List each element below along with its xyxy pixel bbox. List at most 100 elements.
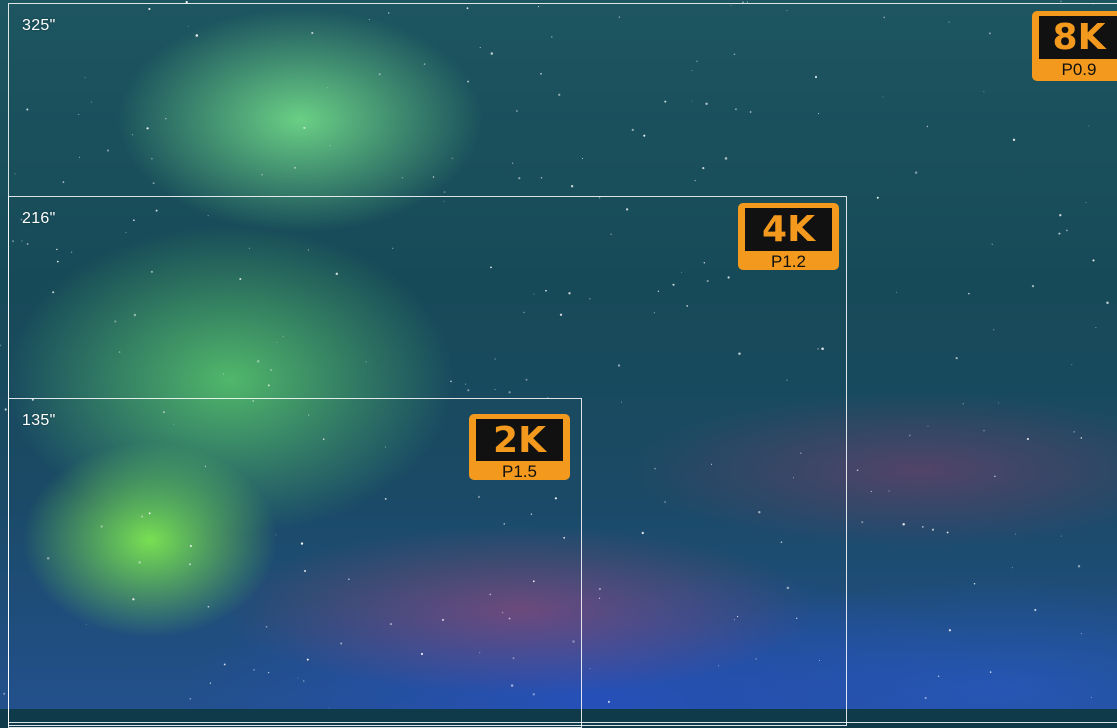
star — [267, 671, 270, 674]
star — [570, 185, 574, 188]
star — [1015, 533, 1017, 535]
star — [664, 501, 667, 503]
screen-size-label-4k: 216" — [22, 210, 56, 227]
star — [686, 305, 689, 307]
star — [598, 197, 601, 199]
star — [664, 100, 667, 103]
star — [300, 542, 304, 545]
screen-outline-2k: 135" 2K P1.5 — [8, 398, 582, 728]
star — [793, 477, 795, 479]
star — [46, 557, 50, 560]
screen-size-label-2k: 135" — [22, 412, 56, 429]
star — [106, 149, 110, 152]
resolution-badge-4k: 4K P1.2 — [738, 203, 839, 270]
star — [883, 16, 886, 19]
star — [303, 569, 307, 573]
star — [610, 233, 612, 235]
star — [3, 692, 6, 695]
star — [365, 361, 367, 363]
star — [510, 684, 514, 687]
star — [467, 389, 470, 392]
star — [814, 75, 818, 79]
star — [389, 623, 393, 626]
star — [490, 266, 492, 269]
star — [501, 611, 504, 614]
star — [533, 293, 535, 295]
star — [307, 249, 310, 251]
star — [989, 671, 992, 673]
star — [1012, 138, 1016, 142]
star — [155, 209, 158, 212]
resolution-text-4k: 4K — [745, 208, 832, 251]
star — [856, 469, 859, 472]
star — [532, 580, 535, 583]
star — [870, 490, 872, 492]
star — [378, 73, 381, 76]
star — [523, 311, 525, 314]
star — [755, 658, 757, 660]
star — [973, 583, 976, 585]
resolution-text-2k: 2K — [476, 419, 563, 461]
star — [477, 495, 481, 498]
star — [207, 605, 210, 608]
star — [329, 145, 331, 147]
star — [151, 157, 153, 160]
star — [937, 675, 940, 678]
star — [734, 108, 737, 111]
star — [512, 657, 515, 660]
star — [85, 624, 87, 626]
star — [490, 52, 494, 55]
star — [924, 696, 927, 700]
star — [322, 438, 325, 441]
star — [185, 0, 188, 4]
star — [388, 12, 390, 14]
star — [335, 272, 339, 276]
star — [914, 171, 918, 174]
star — [983, 430, 985, 432]
star — [962, 403, 964, 405]
star — [1073, 431, 1075, 433]
star — [306, 658, 309, 661]
star — [297, 677, 299, 679]
star — [118, 351, 121, 353]
star — [625, 208, 629, 211]
star — [275, 534, 277, 536]
star — [443, 200, 445, 202]
pixel-pitch-4k: P1.2 — [771, 252, 806, 271]
star — [443, 191, 446, 193]
star — [21, 240, 23, 242]
star — [256, 359, 260, 363]
star — [270, 369, 273, 371]
pixel-pitch-2k: P1.5 — [502, 462, 537, 481]
star — [267, 384, 270, 387]
star — [207, 215, 209, 217]
star — [617, 364, 621, 367]
star — [703, 262, 705, 264]
star — [691, 70, 693, 71]
star — [1066, 229, 1068, 232]
star — [464, 383, 467, 385]
star — [607, 700, 610, 703]
star — [518, 177, 521, 180]
star — [146, 127, 149, 130]
star — [902, 523, 905, 526]
star — [1080, 632, 1083, 635]
star — [908, 434, 911, 437]
starfield — [0, 0, 1109, 709]
star — [818, 113, 820, 115]
star — [696, 60, 698, 62]
star — [572, 640, 575, 643]
star — [189, 544, 192, 548]
star — [694, 179, 696, 182]
star — [681, 271, 683, 273]
star — [133, 313, 137, 317]
star — [618, 16, 621, 18]
star — [691, 100, 693, 102]
star — [547, 397, 549, 399]
star — [540, 176, 543, 179]
star — [643, 134, 646, 137]
star — [558, 93, 561, 97]
star — [786, 379, 788, 381]
star — [598, 597, 601, 599]
star — [31, 398, 34, 401]
